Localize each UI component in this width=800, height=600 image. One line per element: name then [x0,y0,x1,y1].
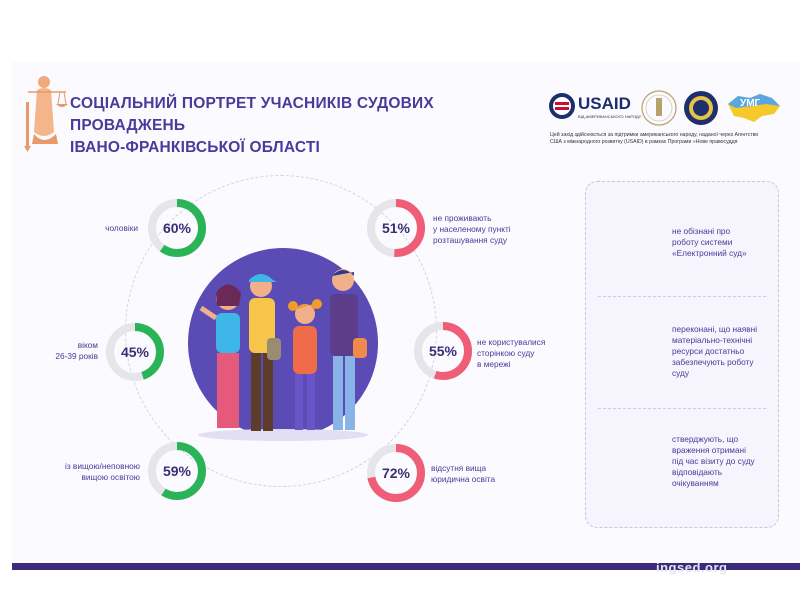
label-not-aware-line-3: «Електронний суд» [672,248,747,258]
bottom-bar [12,563,800,570]
donut-arc [367,199,425,257]
label-not-aware-line-1: не обізнані про [672,226,731,236]
label-expectations-line-1: стверджують, що [672,434,739,444]
donut-percent: 72% [381,465,411,481]
ecourt-panel [585,181,779,528]
label-resources-line-3: ресурси достатньо [672,346,745,356]
donut-percent: 60% [162,220,192,236]
label-expectations-line-4: відповідають [672,467,723,477]
label-resources-ok: переконані, що наявні матеріально-техніч… [672,324,776,379]
donut-svg [367,199,425,257]
label-men: чоловіки [105,223,138,233]
panel-divider-1 [598,296,766,297]
label-not-aware-ecourt: не обізнані про роботу системи «Електрон… [672,226,772,259]
label-resources-line-5: суду [672,368,690,378]
page-title: СОЦІАЛЬНИЙ ПОРТРЕТ УЧАСНИКІВ СУДОВИХ ПРО… [70,93,540,159]
usaid-disclaimer: Цей захід здійснюється за підтримки амер… [550,132,780,146]
label-not-using-site-line-1: не користувалися [477,337,546,347]
donut-arc [367,444,425,502]
donut-men: 60% [146,197,208,259]
donut-percent: 51% [381,220,411,236]
usaid-seal-icon [549,93,575,119]
label-not-aware-line-2: роботу системи [672,237,733,247]
title-line-2: ІВАНО-ФРАНКІВСЬКОЇ ОБЛАСТІ [70,139,321,156]
donut-svg [106,323,164,381]
donut-not-using-site: 55% [412,320,474,382]
donut-age: 45% [104,321,166,383]
label-expectations-line-2: враження отримані [672,445,746,455]
label-education: із вищою/неповною вищою освітою [30,461,140,483]
label-no-law-degree: відсутня вища юридична освіта [431,463,531,485]
donut-svg [367,444,425,502]
donut-percent: 55% [428,343,458,359]
panel-divider-2 [598,408,766,409]
label-expectations-line-5: очікуванням [672,478,719,488]
label-age-line-2: 26-39 років [55,351,98,361]
judiciary-seal-icon [684,91,718,125]
partner-logos: USAID ВІД АМЕРИКАНСЬКОГО НАРОДУ УМГ [548,88,788,130]
title-line-1: СОЦІАЛЬНИЙ ПОРТРЕТ УЧАСНИКІВ СУДОВИХ ПРО… [70,95,434,134]
themis-icon [24,76,68,152]
label-resources-line-1: переконані, що наявні [672,324,758,334]
label-expectations: стверджують, що враження отримані під ча… [672,434,776,489]
site-watermark: ingsed.org [656,560,728,575]
court-emblem-icon [641,90,677,126]
label-not-using-site-line-3: в мережі [477,359,511,369]
label-not-using-site: не користувалися сторінкою суду в мережі [477,337,567,370]
people-illustration [188,248,378,441]
label-not-living-line-3: розташування суду [433,235,507,245]
usaid-subtitle: ВІД АМЕРИКАНСЬКОГО НАРОДУ [578,114,642,119]
label-no-law-degree-line-2: юридична освіта [431,474,496,484]
usaid-wordmark: USAID [578,94,631,113]
donut-no-law-degree: 72% [365,442,427,504]
label-no-law-degree-line-1: відсутня вища [431,463,487,473]
label-resources-line-2: матеріально-технічні [672,335,753,345]
label-age: віком 26-39 років [40,340,98,362]
donut-education: 59% [146,440,208,502]
donut-arc [106,323,164,381]
umg-wordmark: УМГ [740,98,761,109]
usaid-logo: USAID ВІД АМЕРИКАНСЬКОГО НАРОДУ [548,90,641,124]
label-not-living-line-2: у населеному пункті [433,224,511,234]
donut-svg [414,322,472,380]
label-resources-line-4: забезпечують роботу [672,357,754,367]
disclaimer-line-2: США з міжнародного розвитку (USAID) в ра… [550,139,738,145]
donut-arc [148,442,206,500]
label-education-line-2: вищою освітою [81,472,140,482]
label-expectations-line-3: під час візиту до суду [672,456,755,466]
label-education-line-1: із вищою/неповною [64,461,140,471]
donut-arc [148,199,206,257]
umg-map-logo [728,94,780,122]
donut-svg [148,442,206,500]
donut-arc [414,322,472,380]
label-not-living-line-1: не проживають [433,213,492,223]
disclaimer-line-1: Цей захід здійснюється за підтримки амер… [550,132,759,138]
donut-percent: 59% [162,463,192,479]
label-not-living: не проживають у населеному пункті розташ… [433,213,543,246]
label-not-using-site-line-2: сторінкою суду [477,348,535,358]
donut-svg [148,199,206,257]
label-age-line-1: віком [77,340,98,350]
donut-percent: 45% [120,344,150,360]
donut-not-living: 51% [365,197,427,259]
